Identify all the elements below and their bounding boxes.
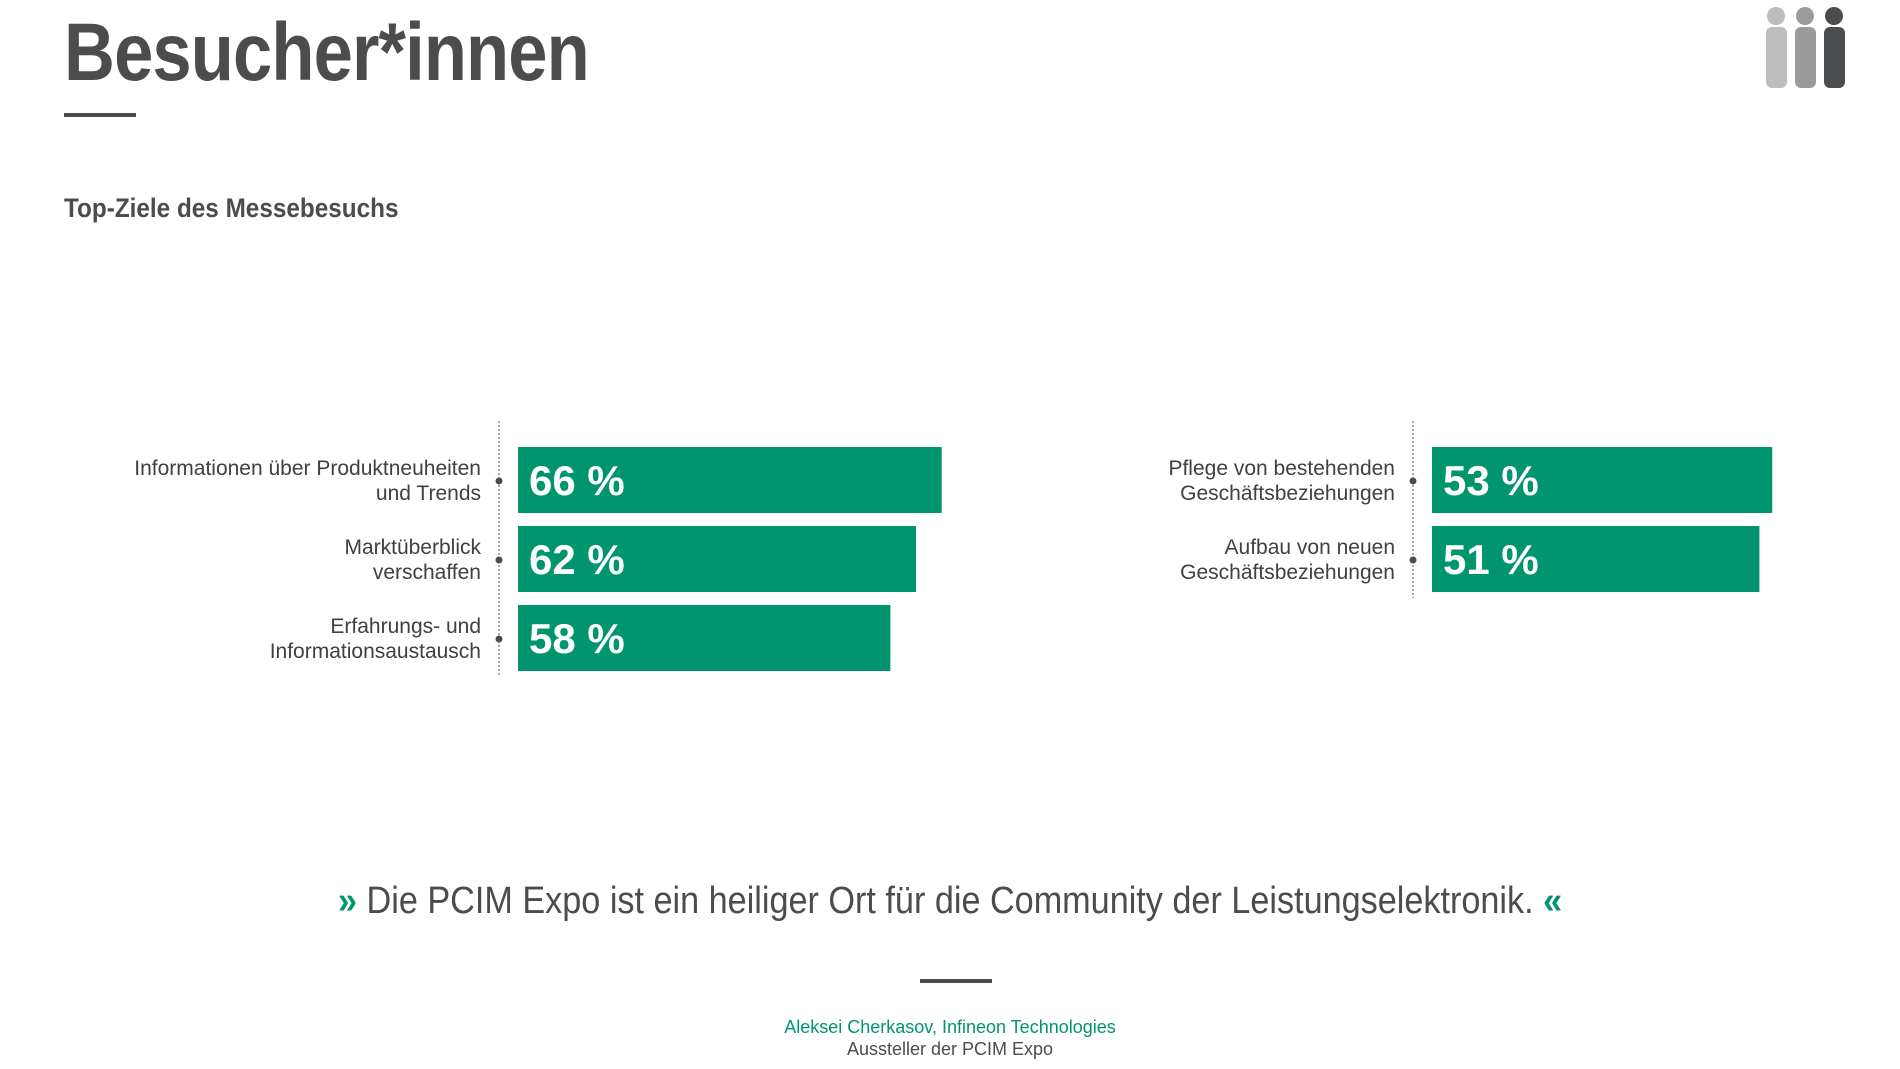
axis-dot [495, 635, 503, 643]
page-title: Besucher*innen [64, 7, 590, 98]
quote: » Die PCIM Expo ist ein heiliger Ort für… [0, 880, 1900, 923]
quote-divider [920, 979, 992, 983]
data-label: 53 % [1443, 457, 1539, 504]
bar-2-1 [1432, 447, 1773, 513]
person-mid-icon [1795, 7, 1816, 88]
title-underline [64, 113, 136, 117]
axis-dot [1409, 556, 1417, 564]
bar-1-3 [518, 605, 891, 671]
axis-dot [495, 477, 503, 485]
axis-dot [495, 556, 503, 564]
category-label: Erfahrungs- und Informationsaustausch [270, 615, 481, 663]
people-group-icon [1766, 7, 1845, 88]
double-chevron-left-icon: « [1543, 880, 1563, 922]
category-label: Marktüberblick verschaffen [344, 536, 481, 584]
person-dark-icon [1824, 7, 1845, 88]
axis-dot [1409, 477, 1417, 485]
bar-2-2 [1432, 526, 1760, 592]
category-label: Pflege von bestehenden Geschäftsbeziehung… [1168, 457, 1395, 505]
category-label: Aufbau von neuen Geschäftsbeziehungen [1180, 536, 1395, 584]
data-label: 51 % [1443, 536, 1539, 583]
person-light-icon [1766, 7, 1787, 88]
data-label: 66 % [529, 457, 625, 504]
quote-text: Die PCIM Expo ist ein heiliger Ort für d… [366, 880, 1534, 922]
chart-panel-2: 53 % Pflege von bestehenden Geschäftsbezie… [1168, 421, 1773, 598]
chart-panel-1: 66 % Informationen über Produktneuheiten u… [134, 421, 942, 677]
category-label: Informationen über Produktneuheiten und T… [134, 457, 481, 505]
bar-1-1 [518, 447, 942, 513]
attribution-name: Aleksei Cherkasov, Infineon Technologies [784, 1017, 1116, 1037]
chart-subtitle: Top-Ziele des Messebesuchs [64, 193, 399, 223]
attribution-role: Aussteller der PCIM Expo [846, 1039, 1054, 1059]
data-label: 58 % [529, 615, 625, 662]
double-chevron-right-icon: » [337, 880, 357, 922]
data-label: 62 % [529, 536, 625, 583]
bar-1-2 [518, 526, 917, 592]
